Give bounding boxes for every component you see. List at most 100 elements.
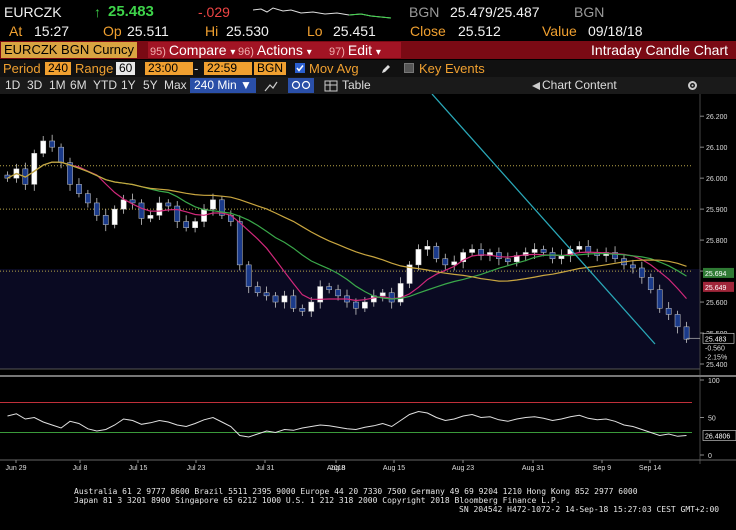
- range-ytd[interactable]: YTD: [93, 78, 117, 92]
- candle-body: [272, 295, 279, 303]
- trend-line: [431, 94, 656, 345]
- candle-body: [522, 252, 529, 256]
- period-input[interactable]: 240: [45, 62, 72, 75]
- edit-menu[interactable]: 97) Edit ▾: [327, 42, 401, 58]
- candle-body: [67, 162, 73, 185]
- open-value: 25.511: [127, 23, 169, 39]
- quote-line-2: At 15:27 Op 25.511 Hi 25.530 Lo 25.451 C…: [0, 23, 736, 41]
- range-6m[interactable]: 6M: [70, 78, 87, 92]
- candle-body: [415, 249, 422, 266]
- candle-body: [362, 301, 368, 309]
- line-tool-icon[interactable]: [264, 80, 278, 92]
- candle-body: [478, 249, 484, 256]
- at-label: At: [9, 23, 23, 39]
- price-tick-label: 26.000: [706, 176, 728, 183]
- menu-label: Edit: [347, 42, 373, 58]
- indicator-tick-label: 50: [708, 416, 716, 423]
- range-max[interactable]: Max: [164, 78, 187, 92]
- candle-body: [540, 249, 547, 253]
- range-3d[interactable]: 3D: [27, 78, 43, 92]
- candle-body: [129, 199, 136, 204]
- actions-menu[interactable]: 96) Actions ▾: [236, 42, 328, 58]
- candle-body: [656, 289, 663, 309]
- candle-body: [236, 221, 243, 266]
- low-label: Lo: [307, 23, 323, 39]
- indicator-tick-label: 100: [708, 378, 720, 385]
- chevron-down-icon: ▾: [375, 47, 381, 58]
- value-date-label: Value: [542, 23, 577, 39]
- candle-body: [183, 221, 190, 228]
- range-1d[interactable]: 1D: [5, 78, 21, 92]
- candle-body: [469, 249, 475, 253]
- chart-content-button[interactable]: Chart Content: [542, 78, 617, 92]
- high-label: Hi: [205, 23, 219, 39]
- compare-menu[interactable]: 95) Compare ▾: [148, 42, 238, 58]
- candle-body: [40, 140, 47, 154]
- candle-body: [406, 264, 413, 284]
- price-chart[interactable]: 26.20026.10026.00025.90025.80025.70025.6…: [0, 94, 736, 494]
- price-tag-change: -0.560: [705, 345, 725, 352]
- range-input[interactable]: 60: [116, 62, 136, 75]
- candle-body: [424, 246, 431, 250]
- price-tick-label: 25.600: [706, 300, 728, 307]
- candle-body: [576, 246, 583, 250]
- x-tick-label: Sep 14: [639, 465, 661, 472]
- candle-body: [299, 307, 306, 312]
- chevron-down-icon: ▾: [230, 47, 236, 58]
- mov-avg-label: Mov Avg: [309, 61, 359, 76]
- candle-body: [353, 301, 359, 309]
- key-events-label: Key Events: [419, 61, 485, 76]
- candle-body: [290, 295, 297, 309]
- end-time-input[interactable]: 22:59: [204, 62, 252, 75]
- candle-body: [192, 221, 198, 228]
- candle-body: [647, 277, 654, 290]
- gear-icon[interactable]: [687, 80, 698, 91]
- start-time-input[interactable]: 23:00: [145, 62, 193, 75]
- parameter-bar: Period 240 Range 60 23:00 - 22:59 BGN Mo…: [0, 60, 736, 77]
- chart-content-icon: [532, 82, 540, 90]
- price-tick-label: 25.400: [706, 362, 728, 369]
- candle-body: [335, 289, 341, 297]
- candle-body: [281, 295, 288, 303]
- sparkline-chart: [253, 7, 392, 19]
- zoom-tool-icon[interactable]: [288, 78, 314, 93]
- candle-body: [674, 314, 681, 328]
- price-tag-green: 25.694: [703, 267, 734, 278]
- table-icon: [324, 80, 338, 92]
- close-value: 25.512: [458, 23, 501, 39]
- low-value: 25.451: [333, 23, 376, 39]
- x-tick-label: Jul 15: [129, 465, 148, 472]
- time-separator: -: [194, 61, 199, 76]
- candle-body: [451, 261, 458, 266]
- price-labels: 25.694 25.649 25.483 -0.560 -2.15%: [686, 267, 735, 361]
- range-5y[interactable]: 5Y: [143, 78, 158, 92]
- table-button[interactable]: Table: [342, 78, 371, 92]
- candle-body: [102, 215, 109, 225]
- candle-body: [76, 184, 82, 194]
- price-tick-label: 26.200: [706, 114, 728, 121]
- net-change: -.029: [198, 4, 230, 20]
- candle-body: [683, 326, 690, 340]
- range-1m[interactable]: 1M: [49, 78, 66, 92]
- key-events-checkbox-icon[interactable]: [404, 63, 414, 73]
- menu-number: 96): [238, 46, 254, 58]
- indicator-last-tag: [702, 430, 736, 441]
- candle-body: [156, 202, 163, 216]
- pencil-icon[interactable]: [380, 63, 392, 75]
- candle-body: [120, 199, 127, 210]
- source-input[interactable]: BGN: [254, 62, 287, 75]
- chart-type-title: Intraday Candle Chart: [591, 42, 728, 58]
- range-1y[interactable]: 1Y: [121, 78, 136, 92]
- mov-avg-checkbox-icon[interactable]: [295, 63, 305, 73]
- price-tag-text: -2.15%: [705, 354, 727, 361]
- bgn-source: BGN: [409, 4, 440, 20]
- price-tag-red: 25.649: [703, 281, 734, 292]
- indicator-last-label: 26.4806: [705, 434, 730, 441]
- candle-body: [388, 292, 395, 303]
- price-tag-text: 25.649: [705, 285, 727, 292]
- menu-number: 97): [329, 46, 345, 58]
- x-tick-label: Jun 29: [5, 465, 26, 472]
- at-time: 15:27: [34, 23, 70, 39]
- interval-select[interactable]: 240 Min ▼: [190, 78, 256, 93]
- security-field[interactable]: EURCZK BGN Curncy: [1, 42, 138, 58]
